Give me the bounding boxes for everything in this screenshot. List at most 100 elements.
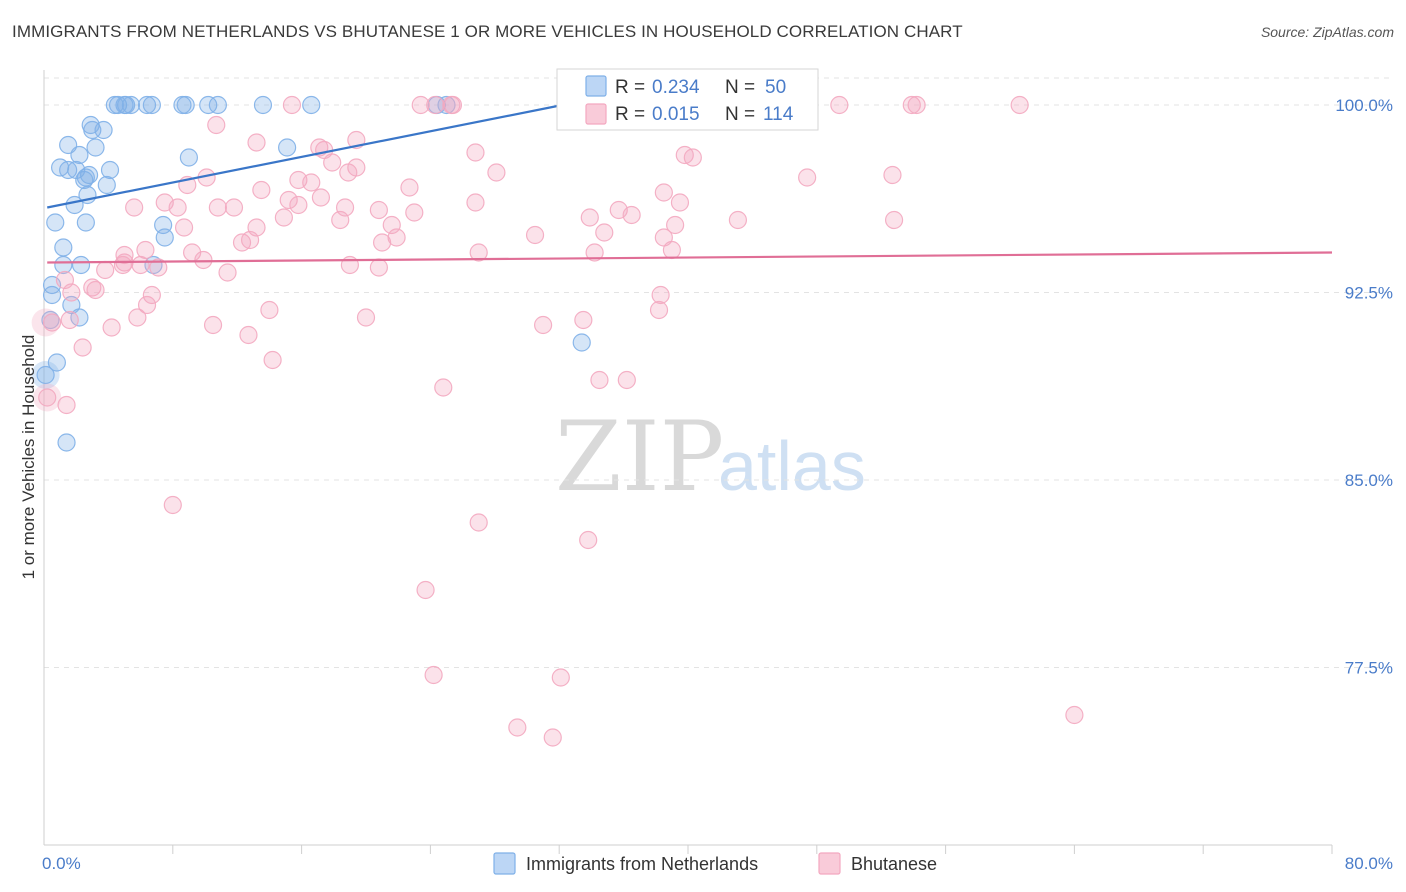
- data-point: [572, 333, 591, 352]
- stats-n-label-netherlands: N =: [725, 77, 755, 98]
- data-point: [649, 300, 669, 320]
- data-point: [508, 718, 527, 737]
- data-point: [884, 210, 904, 230]
- data-point-cluster: [33, 383, 62, 412]
- data-point: [100, 160, 120, 180]
- data-point: [525, 225, 545, 245]
- data-point: [654, 183, 673, 202]
- data-point: [57, 395, 76, 415]
- data-point: [207, 115, 226, 135]
- data-point: [86, 138, 105, 157]
- data-point: [533, 315, 553, 335]
- data-point: [38, 388, 57, 407]
- data-point: [240, 230, 260, 250]
- y-tick-label: 77.5%: [1345, 659, 1393, 678]
- data-point: [274, 208, 293, 227]
- data-point: [590, 370, 609, 390]
- data-point: [125, 198, 144, 217]
- data-point: [487, 163, 506, 182]
- stats-r-value-netherlands: 0.234: [652, 77, 700, 98]
- data-point: [369, 200, 388, 220]
- data-point: [580, 208, 599, 227]
- data-point: [469, 243, 488, 262]
- source-credit: Source: ZipAtlas.com: [1260, 24, 1394, 40]
- data-point: [551, 668, 570, 687]
- data-point: [289, 195, 308, 215]
- data-point: [131, 255, 150, 275]
- data-point: [149, 258, 168, 277]
- data-point: [1010, 95, 1029, 115]
- stats-legend: R = 0.234 N = 50 R = 0.015 N = 114: [556, 68, 819, 131]
- data-point: [76, 213, 95, 232]
- data-point: [579, 530, 598, 550]
- data-point: [416, 580, 435, 600]
- data-point: [86, 280, 105, 300]
- data-point: [36, 365, 55, 385]
- grid-lines: [44, 77, 1392, 668]
- data-point: [339, 163, 358, 182]
- trend-line-netherlands: [47, 103, 563, 209]
- y-axis-title: 1 or more Vehicles in Household: [19, 335, 38, 580]
- data-point: [902, 95, 921, 115]
- y-tick-label: 92.5%: [1345, 284, 1393, 303]
- data-point: [683, 148, 702, 167]
- data-point: [585, 243, 604, 262]
- data-point: [728, 210, 748, 230]
- y-tick-label: 100.0%: [1335, 96, 1393, 115]
- data-point: [113, 255, 132, 275]
- data-point: [97, 175, 116, 195]
- data-point: [203, 315, 223, 335]
- data-point: [373, 233, 392, 252]
- data-point: [42, 285, 62, 305]
- stats-n-label-bhutanese: N =: [725, 104, 755, 125]
- data-point: [595, 223, 614, 242]
- data-point: [218, 263, 237, 282]
- stats-swatch-bhutanese: [585, 103, 607, 125]
- trend-line-bhutanese: [47, 251, 1333, 264]
- data-point: [651, 285, 670, 305]
- data-point: [62, 283, 81, 302]
- data-point: [260, 300, 279, 320]
- data-point: [239, 325, 258, 345]
- legend-label-netherlands: Immigrants from Netherlands: [526, 854, 758, 874]
- data-point: [208, 198, 227, 217]
- data-point: [76, 168, 95, 187]
- data-point: [142, 95, 161, 115]
- data-point: [176, 95, 195, 115]
- stats-r-label-netherlands: R =: [615, 77, 645, 98]
- data-point: [121, 95, 141, 115]
- data-point: [302, 95, 321, 115]
- data-point: [405, 203, 424, 222]
- data-point: [311, 188, 331, 207]
- data-point: [57, 433, 76, 452]
- data-point: [331, 210, 350, 230]
- data-point: [136, 240, 155, 260]
- series-points: [31, 95, 1084, 747]
- data-point: [662, 240, 682, 260]
- chart-title: IMMIGRANTS FROM NETHERLANDS VS BHUTANESE…: [12, 22, 963, 41]
- stats-swatch-netherlands: [585, 75, 607, 97]
- watermark-zip: ZIP: [555, 401, 724, 513]
- stats-n-value-bhutanese: 114: [763, 104, 794, 125]
- data-point: [543, 728, 562, 747]
- data-point: [96, 260, 115, 280]
- data-point: [411, 95, 430, 115]
- data-point: [60, 310, 79, 330]
- y-tick-label: 85.0%: [1345, 471, 1393, 490]
- data-point: [466, 143, 485, 162]
- data-point: [42, 313, 62, 332]
- data-point: [466, 193, 485, 212]
- data-point: [73, 338, 92, 357]
- data-point: [617, 370, 636, 390]
- data-point: [71, 255, 91, 275]
- data-point: [142, 285, 161, 305]
- data-point: [830, 95, 849, 115]
- data-point: [253, 95, 273, 115]
- data-point-cluster: [31, 361, 60, 389]
- data-point: [424, 665, 443, 685]
- data-point: [323, 153, 342, 172]
- data-point: [263, 350, 282, 370]
- data-point: [443, 95, 463, 115]
- data-point: [282, 95, 302, 115]
